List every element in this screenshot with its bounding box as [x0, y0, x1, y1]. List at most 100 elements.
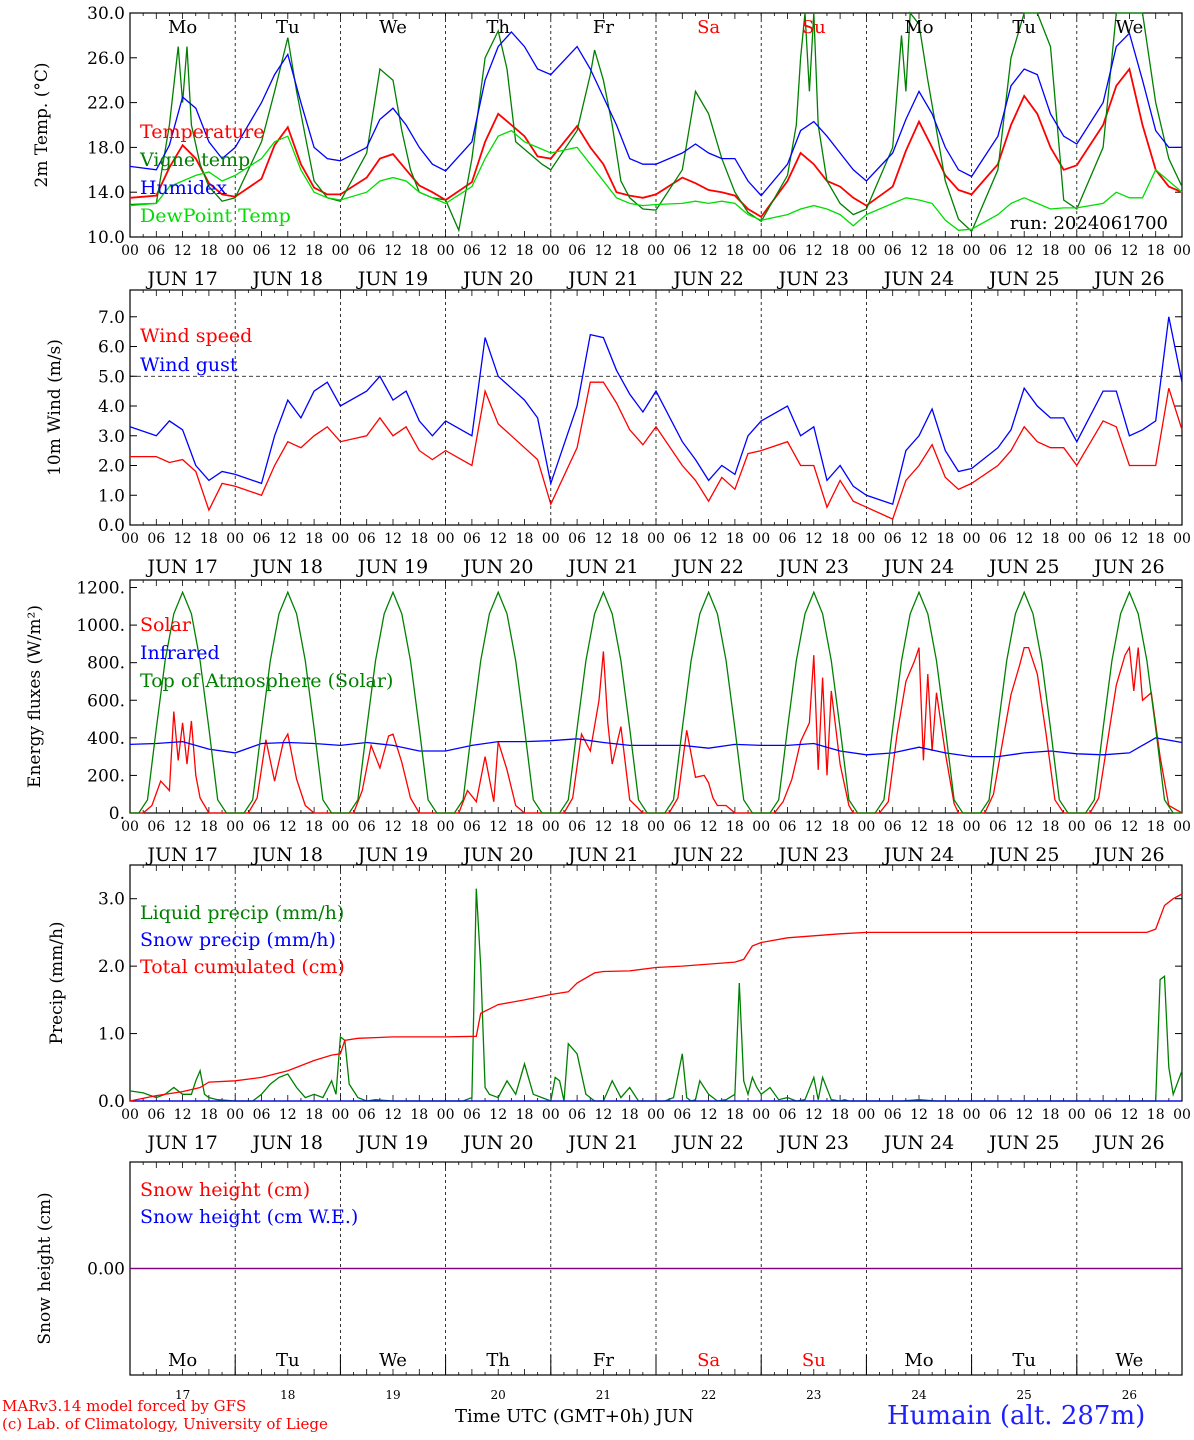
date-label: JUN 24: [882, 1132, 954, 1154]
hour-tick-label: 12: [489, 1107, 507, 1123]
hour-tick-label: 12: [700, 1107, 718, 1123]
hour-tick-label: 06: [779, 243, 797, 259]
panel-3: 0. 200. 400. 600. 800. 1000. 1200. Energy fluxe…: [25, 579, 1191, 866]
x-axis-title-text: Time UTC (GMT+0h): [455, 1406, 650, 1427]
hour-tick-label: 18: [410, 243, 428, 259]
hour-tick-label: 12: [700, 243, 718, 259]
hour-tick-label: 00: [542, 1107, 560, 1123]
hour-tick-label: 12: [489, 819, 507, 835]
hour-tick-label: 12: [805, 531, 823, 547]
day-number: 17: [175, 1388, 190, 1402]
panel-2: 0.0 1.0 2.0 3.0 4.0 5.0 6.0 7.0 10m Wind (m/s) Wi…: [45, 289, 1191, 578]
legend-entry: Snow precip (mm/h): [140, 929, 336, 951]
hour-tick-label: 12: [489, 531, 507, 547]
hour-tick-label: 06: [147, 1107, 165, 1123]
hour-tick-label: 06: [884, 819, 902, 835]
legend-entry: Snow height (cm W.E.): [140, 1206, 358, 1228]
y-axis-label: Precip (mm/h): [47, 921, 67, 1044]
hour-tick-label: 12: [910, 243, 928, 259]
weekday-label: Su: [802, 17, 826, 38]
hour-tick-label: 12: [805, 819, 823, 835]
date-label: JUN 20: [461, 268, 533, 290]
date-label: JUN 18: [251, 844, 323, 866]
credit-line-2: (c) Lab. of Climatology, University of L…: [2, 1415, 328, 1433]
weekday-label: Su: [802, 1350, 826, 1371]
hour-tick-label: 06: [1094, 243, 1112, 259]
date-label: JUN 21: [566, 844, 638, 866]
hour-tick-label: 18: [831, 243, 849, 259]
weekday-label: Mo: [904, 1350, 933, 1371]
hour-tick-label: 18: [936, 1107, 954, 1123]
hour-tick-label: 18: [200, 243, 218, 259]
hour-tick-label: 06: [358, 819, 376, 835]
y-tick-label: 0.00: [87, 1260, 125, 1280]
hour-tick-label: 12: [594, 243, 612, 259]
hour-tick-label: 06: [989, 243, 1007, 259]
date-label: JUN 17: [145, 556, 217, 578]
day-number: 20: [491, 1388, 506, 1402]
hour-tick-label: 12: [1015, 819, 1033, 835]
series-line: [129, 129, 1183, 231]
hour-tick-label: 06: [989, 531, 1007, 547]
hour-tick-label: 00: [647, 1107, 665, 1123]
y-tick-label: 1.0: [98, 486, 125, 506]
hour-tick-label: 18: [936, 819, 954, 835]
date-label: JUN 20: [461, 844, 533, 866]
hour-tick-label: 00: [963, 819, 981, 835]
weekday-label: Tu: [1012, 1350, 1036, 1371]
hour-tick-label: 12: [279, 1107, 297, 1123]
date-label: JUN 21: [566, 1132, 638, 1154]
hour-tick-label: 18: [1147, 243, 1165, 259]
legend-entry: DewPoint Temp: [140, 205, 291, 227]
hour-tick-label: 18: [621, 1107, 639, 1123]
hour-tick-label: 18: [1042, 1107, 1060, 1123]
station-name: Humain (alt. 287m): [887, 1401, 1146, 1431]
y-tick-label: 4.0: [98, 397, 125, 417]
hour-tick-label: 12: [1015, 531, 1033, 547]
hour-tick-label: 06: [673, 819, 691, 835]
hour-tick-label: 06: [147, 243, 165, 259]
hour-tick-label: 12: [1120, 819, 1138, 835]
legend-entry: Wind speed: [140, 325, 252, 347]
hour-tick-label: 18: [726, 531, 744, 547]
x-axis-title: Time UTC (GMT+0h) JUN: [455, 1406, 694, 1427]
hour-tick-label: 06: [463, 243, 481, 259]
date-label: JUN 18: [251, 268, 323, 290]
plot-frame: [129, 12, 1183, 238]
y-tick-label: 2.0: [98, 957, 125, 977]
hour-tick-label: 00: [647, 819, 665, 835]
hour-tick-label: 00: [226, 1107, 244, 1123]
date-label: JUN 22: [671, 556, 743, 578]
legend-entry: Snow height (cm): [140, 1179, 310, 1201]
hour-tick-label: 18: [1042, 531, 1060, 547]
hour-tick-label: 06: [884, 531, 902, 547]
hour-tick-label: 12: [1015, 1107, 1033, 1123]
legend-entry: Total cumulated (cm): [140, 956, 345, 978]
panel-5: 0.00 Snow height (cm) Snow height (cm) Snow…: [35, 1161, 1183, 1402]
hour-tick-label: 06: [253, 1107, 271, 1123]
date-label: JUN 24: [882, 268, 954, 290]
y-axis-label: 10m Wind (m/s): [45, 339, 65, 476]
y-tick-label: 200.: [87, 766, 125, 786]
date-label: JUN 23: [777, 268, 849, 290]
day-number: 19: [385, 1388, 400, 1402]
hour-tick-label: 18: [516, 531, 534, 547]
hour-tick-label: 00: [647, 243, 665, 259]
hour-tick-label: 06: [358, 1107, 376, 1123]
hour-tick-label: 00: [857, 243, 875, 259]
hour-tick-label: 18: [936, 243, 954, 259]
y-tick-label: 3.0: [98, 427, 125, 447]
date-label: JUN 23: [777, 1132, 849, 1154]
hour-tick-label: 18: [1147, 819, 1165, 835]
hour-tick-label: 06: [568, 243, 586, 259]
legend-entry: Humidex: [140, 177, 227, 199]
hour-tick-label: 18: [726, 243, 744, 259]
hour-tick-label: 12: [174, 243, 192, 259]
hour-tick-label: 00: [752, 1107, 770, 1123]
hour-tick-label: 00: [331, 1107, 349, 1123]
hour-tick-label: 00: [437, 1107, 455, 1123]
date-label: JUN 24: [882, 844, 954, 866]
y-tick-label: 1000.: [76, 616, 125, 636]
hour-tick-label: 00: [542, 819, 560, 835]
